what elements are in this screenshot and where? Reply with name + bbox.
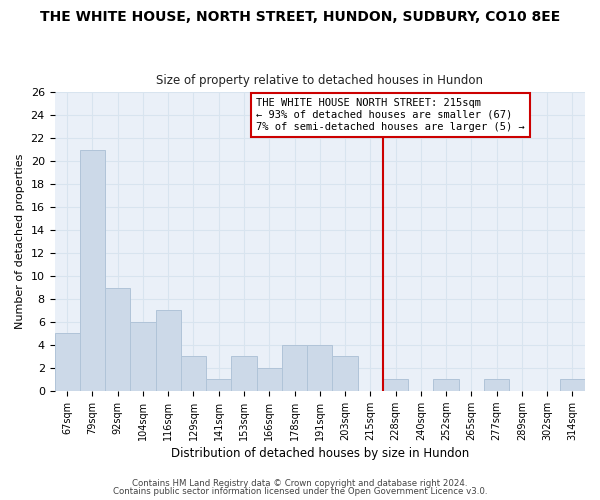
Bar bbox=[383, 380, 408, 391]
Title: Size of property relative to detached houses in Hundon: Size of property relative to detached ho… bbox=[156, 74, 483, 87]
Bar bbox=[80, 150, 105, 391]
Bar bbox=[55, 334, 80, 391]
Bar bbox=[181, 356, 206, 391]
Bar bbox=[282, 345, 307, 391]
Text: THE WHITE HOUSE, NORTH STREET, HUNDON, SUDBURY, CO10 8EE: THE WHITE HOUSE, NORTH STREET, HUNDON, S… bbox=[40, 10, 560, 24]
Bar bbox=[232, 356, 257, 391]
Text: Contains public sector information licensed under the Open Government Licence v3: Contains public sector information licen… bbox=[113, 487, 487, 496]
Bar bbox=[105, 288, 130, 391]
Y-axis label: Number of detached properties: Number of detached properties bbox=[15, 154, 25, 330]
Text: THE WHITE HOUSE NORTH STREET: 215sqm
← 93% of detached houses are smaller (67)
7: THE WHITE HOUSE NORTH STREET: 215sqm ← 9… bbox=[256, 98, 525, 132]
Bar bbox=[257, 368, 282, 391]
Bar bbox=[332, 356, 358, 391]
X-axis label: Distribution of detached houses by size in Hundon: Distribution of detached houses by size … bbox=[170, 447, 469, 460]
Bar bbox=[433, 380, 458, 391]
Bar bbox=[484, 380, 509, 391]
Bar bbox=[130, 322, 155, 391]
Text: Contains HM Land Registry data © Crown copyright and database right 2024.: Contains HM Land Registry data © Crown c… bbox=[132, 478, 468, 488]
Bar bbox=[206, 380, 232, 391]
Bar bbox=[155, 310, 181, 391]
Bar bbox=[560, 380, 585, 391]
Bar bbox=[307, 345, 332, 391]
